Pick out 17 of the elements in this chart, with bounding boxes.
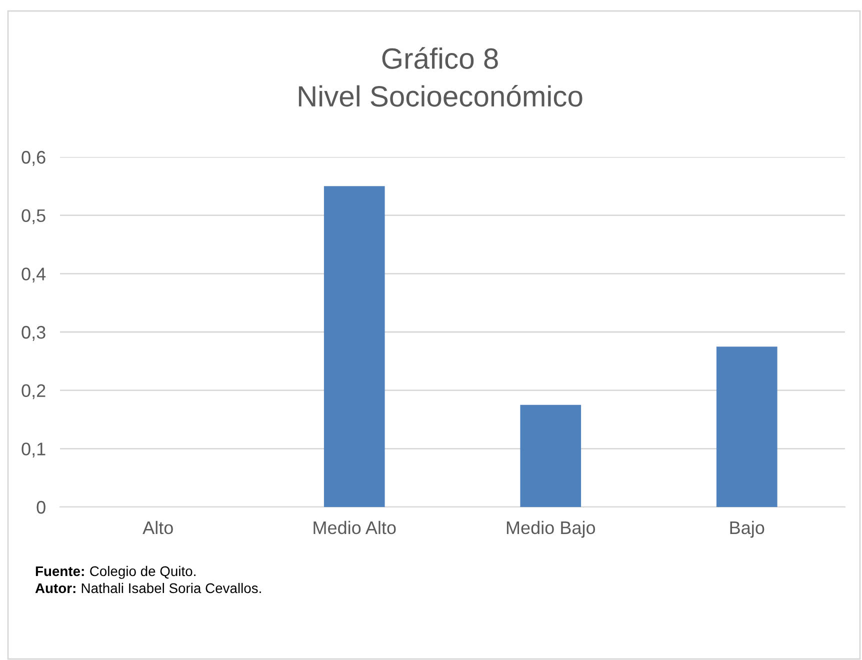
bar xyxy=(324,186,385,507)
y-tick-label: 0 xyxy=(36,500,46,514)
x-tick-label: Bajo xyxy=(730,520,764,538)
y-tick-label: 0,4 xyxy=(22,268,46,283)
text: Autor: Nathali Isabel Soria Cevallos. xyxy=(35,582,261,594)
y-tick-label: 0,6 xyxy=(22,150,46,166)
x-tick-label: Medio Alto xyxy=(314,520,396,534)
chart-title: Gráfico 8 Nivel Socioeconómico xyxy=(298,47,582,107)
y-tick-label: 0,1 xyxy=(22,442,46,458)
y-tick-label: 0,5 xyxy=(22,209,46,224)
x-tick-label: Alto xyxy=(142,520,173,534)
y-tick-label: 0,2 xyxy=(22,384,46,400)
bar xyxy=(716,346,778,507)
y-tick-label: 0,3 xyxy=(22,326,46,341)
x-tick-label: Medio Bajo xyxy=(506,520,596,538)
bar xyxy=(520,404,582,507)
source-note: Fuente: Colegio de Quito. xyxy=(36,566,196,579)
